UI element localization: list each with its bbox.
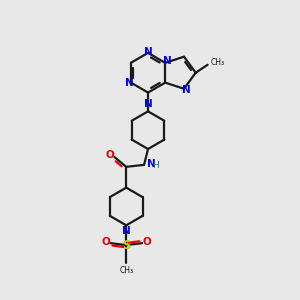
- Text: N: N: [163, 56, 172, 66]
- Text: CH₃: CH₃: [119, 266, 133, 275]
- Text: O: O: [106, 150, 115, 160]
- Text: CH₃: CH₃: [211, 58, 225, 67]
- Text: N: N: [144, 47, 152, 57]
- Text: H: H: [152, 161, 159, 170]
- Text: S: S: [122, 238, 130, 252]
- Text: O: O: [143, 237, 152, 247]
- Text: N: N: [122, 226, 130, 236]
- Text: O: O: [101, 237, 110, 247]
- Text: N: N: [182, 85, 190, 95]
- Text: N: N: [144, 99, 152, 110]
- Text: N: N: [147, 159, 156, 169]
- Text: N: N: [125, 78, 134, 88]
